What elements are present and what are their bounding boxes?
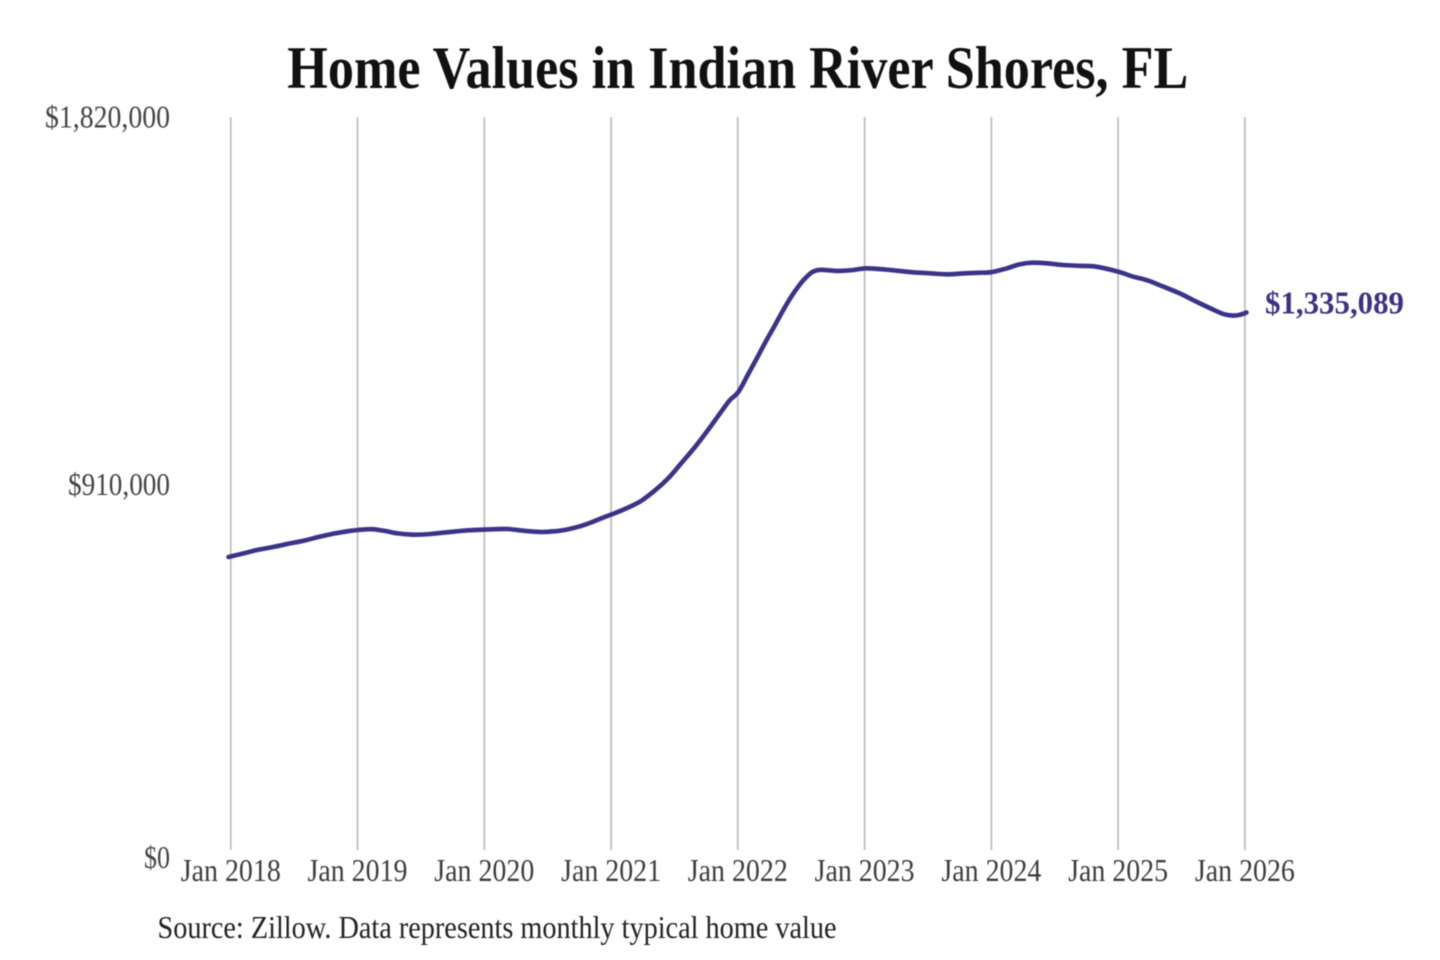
svg-text:Jan 2022: Jan 2022 <box>688 852 788 888</box>
svg-text:$910,000: $910,000 <box>68 466 170 502</box>
svg-text:Jan 2020: Jan 2020 <box>434 852 534 888</box>
svg-text:Jan 2025: Jan 2025 <box>1068 852 1168 888</box>
svg-text:Jan 2023: Jan 2023 <box>815 852 915 888</box>
svg-text:$0: $0 <box>144 839 170 875</box>
svg-text:Jan 2021: Jan 2021 <box>561 852 661 888</box>
svg-text:Jan 2026: Jan 2026 <box>1195 852 1295 888</box>
svg-text:$1,335,089: $1,335,089 <box>1265 285 1404 321</box>
svg-text:$1,820,000: $1,820,000 <box>45 99 170 135</box>
svg-text:Jan 2024: Jan 2024 <box>941 852 1041 888</box>
svg-text:Jan 2018: Jan 2018 <box>181 852 281 888</box>
svg-text:Source: Zillow. Data represent: Source: Zillow. Data represents monthly … <box>158 909 837 945</box>
svg-text:Home Values in Indian River Sh: Home Values in Indian River Shores, FL <box>287 35 1188 101</box>
svg-text:Jan 2019: Jan 2019 <box>308 852 408 888</box>
